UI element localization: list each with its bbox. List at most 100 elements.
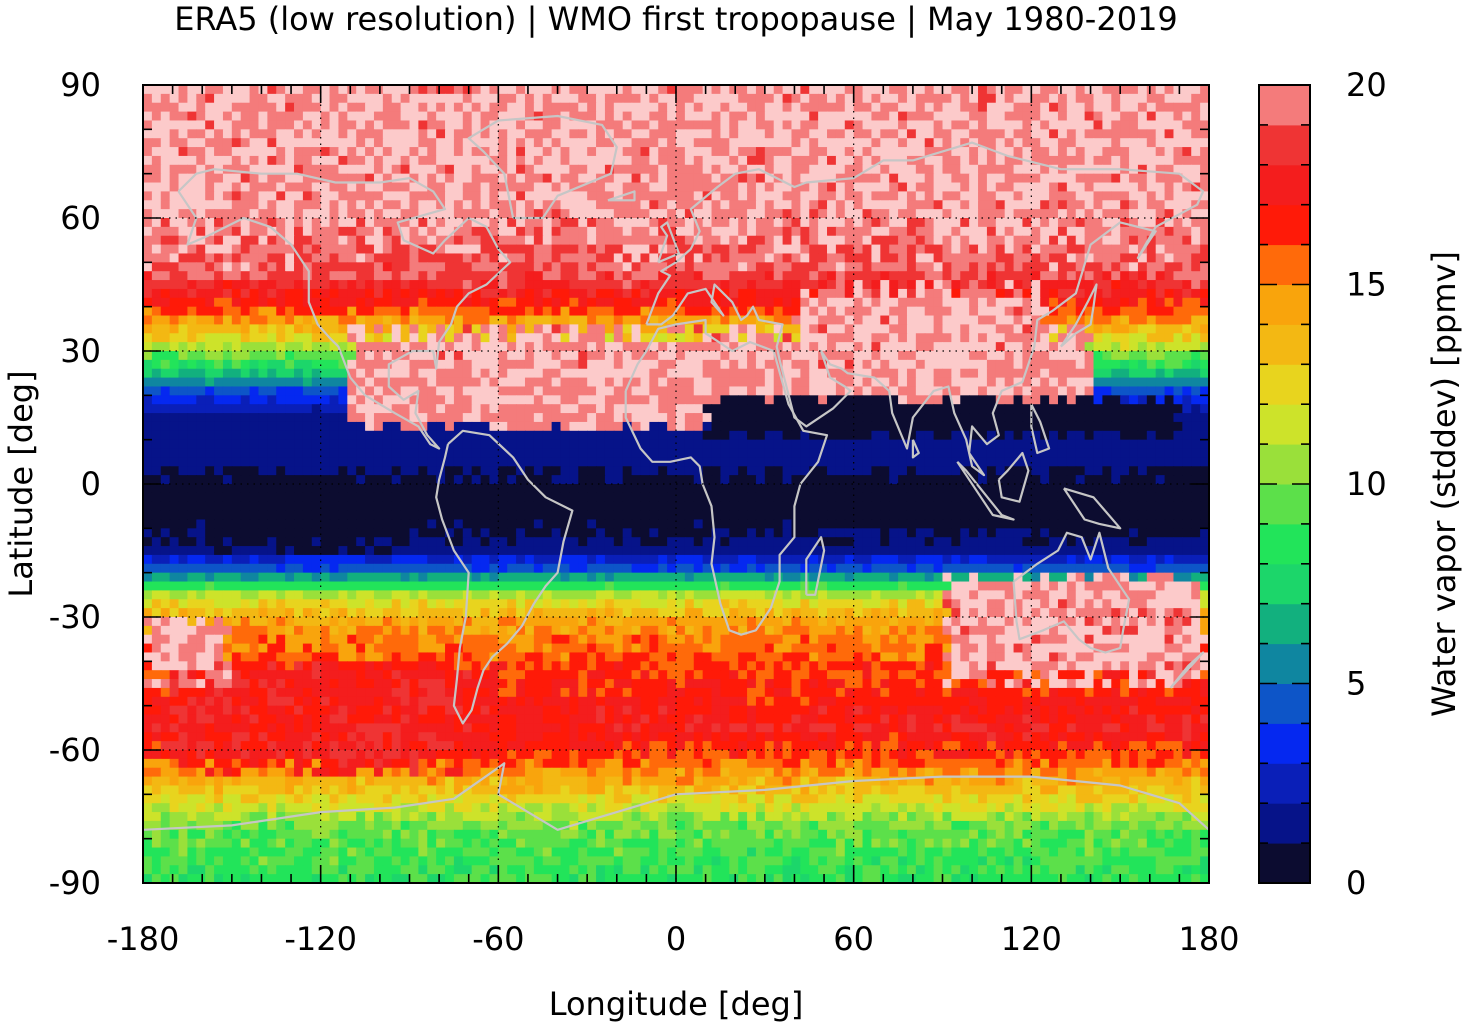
heatmap-cell: [1013, 377, 1024, 388]
heatmap-cell: [1031, 173, 1041, 184]
heatmap-cell: [1146, 280, 1157, 290]
heatmap-cell: [827, 253, 837, 263]
heatmap-cell: [702, 324, 713, 334]
heatmap-cell: [143, 377, 153, 388]
heatmap-cell: [1137, 439, 1148, 450]
heatmap-cell: [178, 306, 189, 317]
heatmap-cell: [569, 324, 579, 334]
heatmap-cell: [631, 288, 642, 299]
heatmap-cell: [1013, 244, 1024, 255]
heatmap-cell: [827, 209, 837, 219]
heatmap-cell: [329, 191, 340, 201]
heatmap-cell: [329, 147, 340, 157]
heatmap-cell: [1040, 439, 1050, 450]
heatmap-cell: [1173, 324, 1183, 334]
heatmap-cell: [933, 342, 944, 352]
heatmap-cell: [551, 404, 562, 414]
heatmap-cell: [889, 85, 899, 95]
heatmap-cell: [560, 421, 570, 432]
heatmap-cell: [1040, 85, 1050, 95]
heatmap-cell: [489, 85, 499, 95]
heatmap-cell: [880, 280, 890, 290]
heatmap-cell: [143, 85, 153, 95]
heatmap-cell: [365, 386, 375, 396]
heatmap-cell: [471, 93, 482, 104]
heatmap-cell: [551, 413, 562, 423]
heatmap-cell: [373, 138, 384, 148]
heatmap-cell: [1173, 129, 1183, 139]
heatmap-cell: [1182, 155, 1192, 166]
heatmap-cell: [747, 439, 757, 450]
heatmap-cell: [516, 288, 526, 299]
heatmap-cell: [551, 235, 562, 246]
heatmap-cell: [1093, 138, 1103, 148]
heatmap-cell: [542, 209, 553, 219]
heatmap-cell: [329, 182, 340, 192]
heatmap-cell: [400, 333, 411, 343]
heatmap-cell: [524, 235, 535, 246]
heatmap-cell: [835, 85, 846, 95]
heatmap-cell: [640, 306, 650, 317]
heatmap-cell: [187, 359, 197, 370]
heatmap-cell: [258, 288, 268, 299]
heatmap-cell: [915, 368, 926, 379]
heatmap-cell: [516, 315, 526, 325]
heatmap-cell: [898, 342, 908, 352]
heatmap-cell: [942, 315, 952, 325]
heatmap-cell: [915, 351, 926, 361]
heatmap-cell: [862, 421, 873, 432]
heatmap-cell: [1093, 324, 1103, 334]
heatmap-cell: [391, 218, 402, 228]
heatmap-cell: [871, 85, 881, 95]
heatmap-cell: [1102, 155, 1112, 166]
heatmap-cell: [498, 253, 508, 263]
heatmap-cell: [702, 155, 713, 166]
heatmap-cell: [533, 138, 544, 148]
heatmap-cell: [1102, 386, 1112, 396]
heatmap-cell: [489, 173, 499, 184]
heatmap-cell: [1120, 342, 1130, 352]
heatmap-cell: [258, 359, 268, 370]
heatmap-cell: [871, 333, 881, 343]
heatmap-cell: [720, 244, 730, 255]
heatmap-cell: [205, 253, 215, 263]
heatmap-cell: [560, 102, 570, 113]
heatmap-cell: [480, 324, 491, 334]
heatmap-cell: [356, 155, 366, 166]
heatmap-cell: [1120, 280, 1130, 290]
heatmap-cell: [267, 324, 277, 334]
heatmap-cell: [1191, 155, 1201, 166]
heatmap-cell: [906, 85, 917, 95]
heatmap-cell: [196, 306, 206, 317]
heatmap-cell: [1191, 191, 1201, 201]
heatmap-cell: [1057, 173, 1068, 184]
heatmap-cell: [1146, 439, 1157, 450]
heatmap-cell: [596, 93, 606, 104]
heatmap-cell: [524, 288, 535, 299]
heatmap-cell: [827, 120, 837, 130]
heatmap-cell: [222, 448, 233, 458]
heatmap-cell: [622, 359, 633, 370]
heatmap-cell: [462, 368, 473, 379]
heatmap-cell: [906, 368, 917, 379]
heatmap-cell: [720, 102, 730, 113]
heatmap-cell: [702, 85, 713, 95]
heatmap-cell: [684, 253, 695, 263]
heatmap-cell: [1022, 253, 1032, 263]
heatmap-cell: [827, 439, 837, 450]
heatmap-cell: [755, 129, 766, 139]
heatmap-cell: [1173, 200, 1183, 210]
heatmap-cell: [178, 102, 189, 113]
heatmap-cell: [889, 404, 899, 414]
heatmap-cell: [222, 111, 233, 122]
heatmap-cell: [1129, 377, 1139, 388]
heatmap-cell: [915, 288, 926, 299]
heatmap-cell: [1155, 262, 1166, 272]
heatmap-cell: [240, 85, 251, 95]
heatmap-cell: [862, 271, 873, 281]
heatmap-cell: [160, 191, 171, 201]
heatmap-cell: [995, 324, 1006, 334]
heatmap-cell: [1084, 102, 1095, 113]
heatmap-cell: [551, 448, 562, 458]
heatmap-cell: [489, 297, 499, 308]
